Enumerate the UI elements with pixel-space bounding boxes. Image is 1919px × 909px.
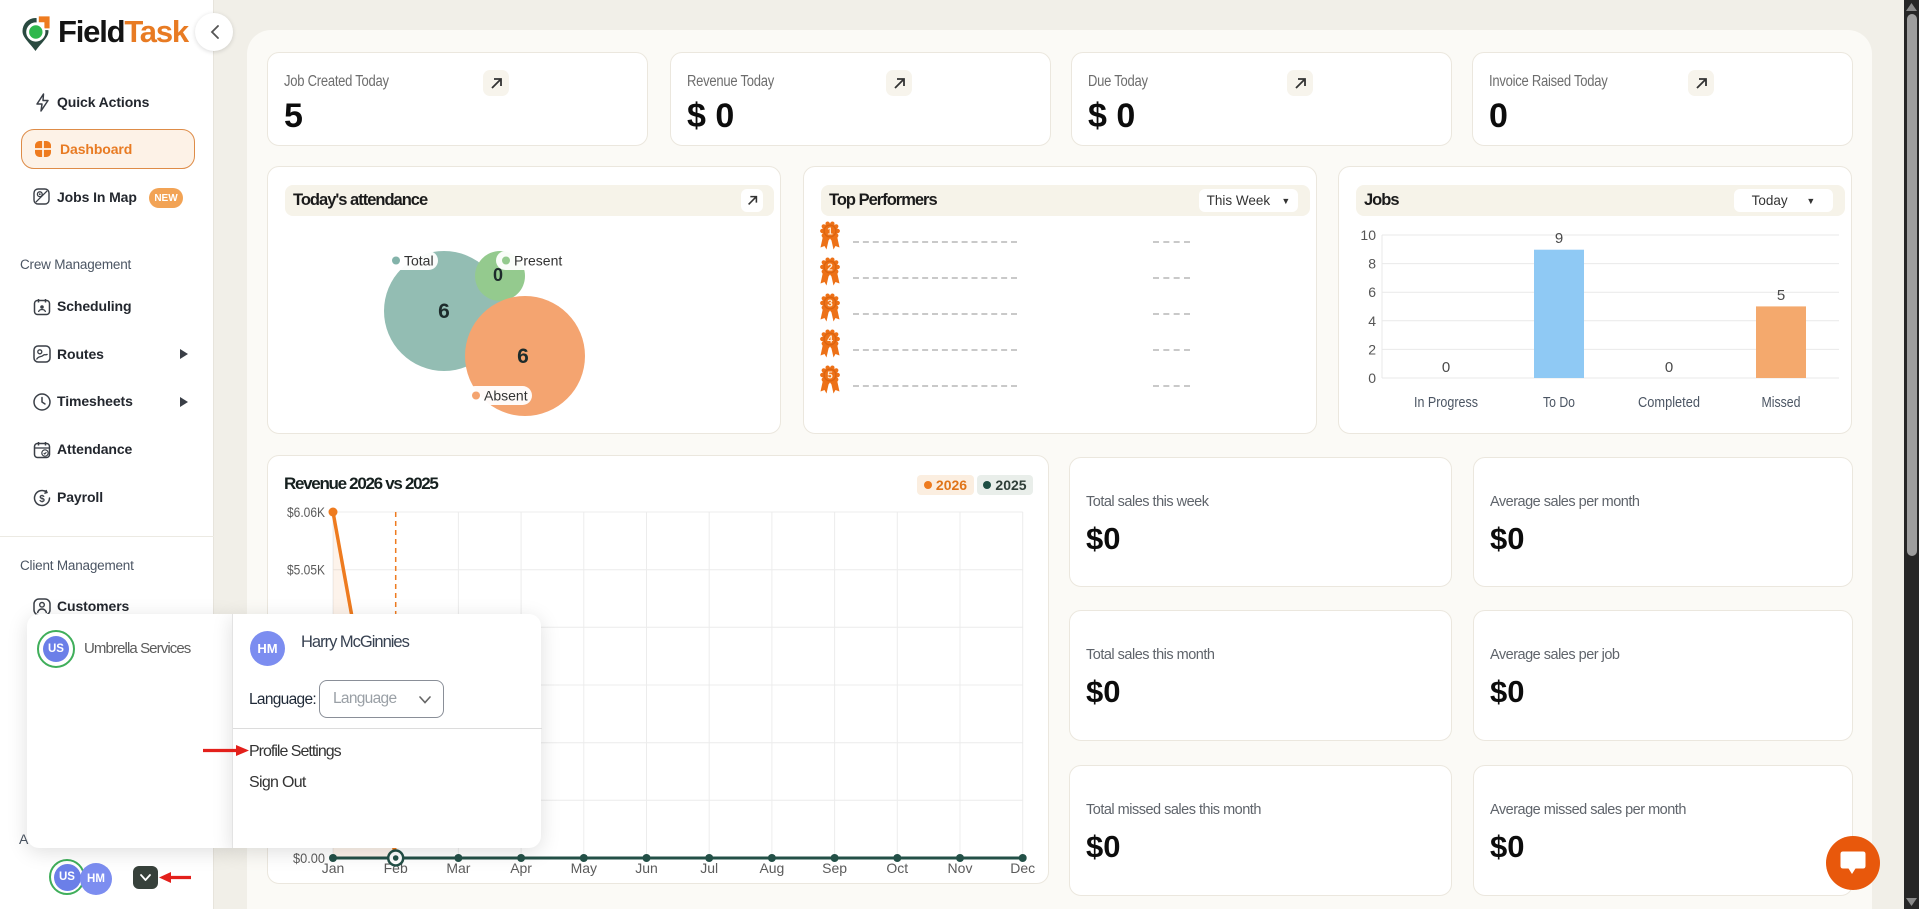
svg-text:Aug: Aug xyxy=(759,860,784,876)
svg-text:0: 0 xyxy=(1665,359,1673,376)
svg-text:0: 0 xyxy=(493,265,503,285)
svg-text:To Do: To Do xyxy=(1543,394,1575,411)
svg-text:0: 0 xyxy=(1442,359,1450,376)
svg-text:Absent: Absent xyxy=(484,388,528,404)
svg-text:Completed: Completed xyxy=(1638,394,1700,411)
svg-text:2: 2 xyxy=(827,263,833,274)
svg-text:4: 4 xyxy=(1368,313,1376,329)
svg-text:8: 8 xyxy=(1368,256,1376,272)
svg-text:May: May xyxy=(571,860,597,876)
svg-text:Total: Total xyxy=(404,253,434,269)
svg-text:In Progress: In Progress xyxy=(1414,394,1478,411)
svg-text:Jun: Jun xyxy=(635,860,658,876)
svg-text:6: 6 xyxy=(438,300,450,323)
svg-text:Nov: Nov xyxy=(948,860,973,876)
svg-text:Apr: Apr xyxy=(510,860,532,876)
svg-text:Oct: Oct xyxy=(886,860,908,876)
svg-text:$6.06K: $6.06K xyxy=(287,504,326,520)
svg-text:Sep: Sep xyxy=(822,860,847,876)
svg-text:Jul: Jul xyxy=(700,860,718,876)
svg-text:$0.00: $0.00 xyxy=(293,850,325,866)
svg-text:$5.05K: $5.05K xyxy=(287,562,326,578)
svg-text:3: 3 xyxy=(827,299,833,310)
svg-text:Jan: Jan xyxy=(322,860,345,876)
svg-text:$: $ xyxy=(39,494,45,505)
svg-text:Dec: Dec xyxy=(1010,860,1035,876)
svg-text:0: 0 xyxy=(1368,370,1376,386)
svg-text:5: 5 xyxy=(827,371,833,382)
svg-text:10: 10 xyxy=(1360,227,1376,243)
svg-text:Present: Present xyxy=(514,253,562,269)
svg-text:6: 6 xyxy=(517,345,529,368)
svg-text:5: 5 xyxy=(1777,287,1785,304)
svg-text:Mar: Mar xyxy=(446,860,470,876)
svg-text:1: 1 xyxy=(827,227,833,238)
svg-text:2: 2 xyxy=(1368,341,1376,357)
svg-text:Missed: Missed xyxy=(1762,394,1801,411)
svg-text:9: 9 xyxy=(1555,230,1563,247)
svg-text:6: 6 xyxy=(1368,284,1376,300)
svg-text:4: 4 xyxy=(827,335,833,346)
